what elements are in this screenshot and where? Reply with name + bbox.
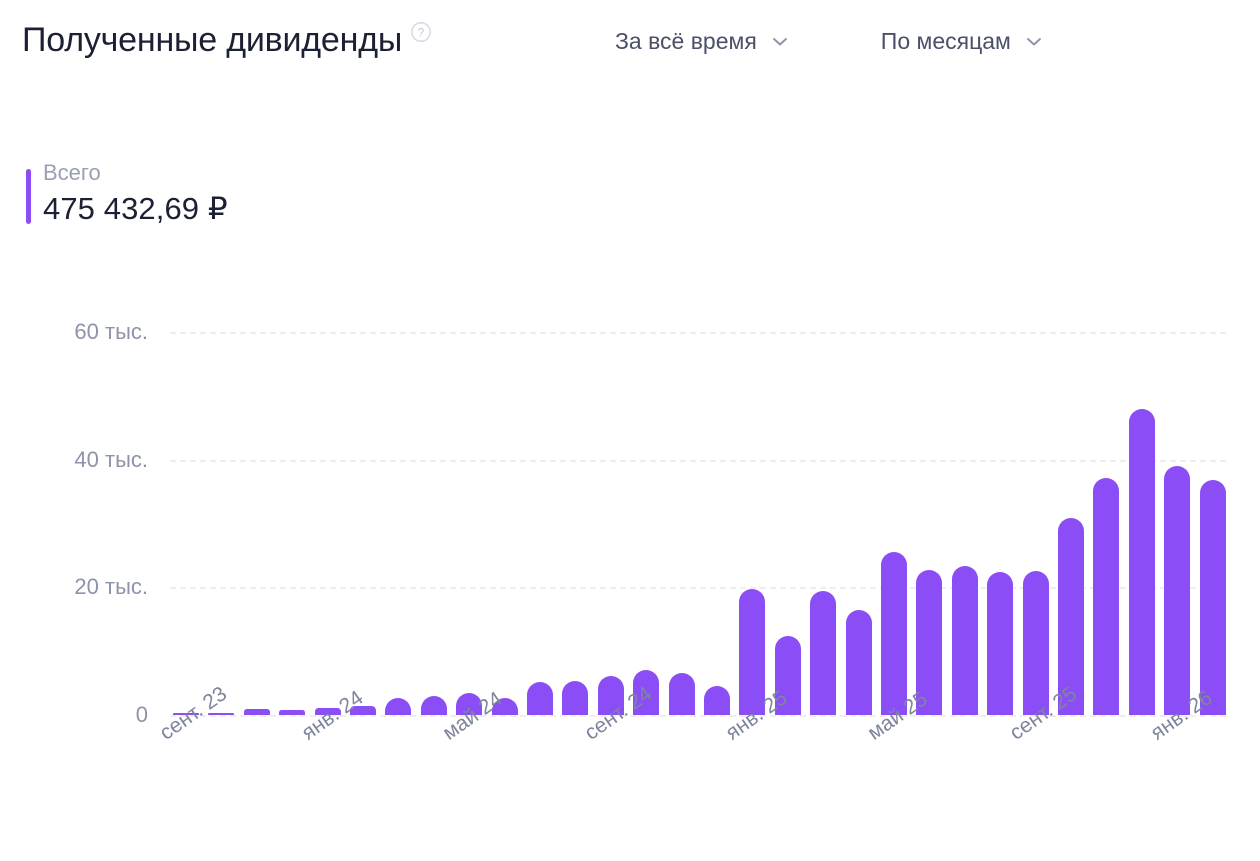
bar[interactable] [562, 680, 589, 715]
gridlines [170, 300, 1240, 730]
bar[interactable] [527, 681, 553, 715]
y-axis-tick-label: 20 тыс. [74, 574, 148, 600]
bar[interactable] [243, 709, 270, 715]
question-circle-icon[interactable]: ? [410, 21, 432, 43]
gridline [170, 331, 1226, 334]
bar-series [170, 300, 1240, 715]
bar[interactable] [208, 712, 235, 715]
series-color-marker [26, 169, 31, 224]
gridline [170, 715, 1226, 717]
bar[interactable] [987, 572, 1014, 715]
chevron-down-icon [1025, 35, 1043, 47]
widget-header: Полученные дивиденды ? За всё время По м… [0, 0, 1260, 92]
bar[interactable] [951, 566, 978, 715]
bar[interactable] [456, 693, 483, 715]
bar[interactable] [1164, 466, 1191, 715]
bar[interactable] [314, 707, 341, 715]
total-summary: Всего 475 432,69 ₽ [26, 158, 228, 230]
bar[interactable] [350, 706, 376, 715]
gridline [170, 459, 1226, 462]
total-value: 475 432,69 ₽ [43, 191, 228, 226]
bar[interactable] [1199, 480, 1226, 715]
total-texts: Всего 475 432,69 ₽ [43, 158, 228, 230]
svg-text:?: ? [418, 27, 424, 39]
chevron-down-icon [771, 35, 789, 47]
bar[interactable] [279, 709, 306, 715]
y-axis-tick-label: 0 [135, 702, 148, 727]
y-axis-tick-label: 60 тыс. [74, 318, 148, 344]
bar[interactable] [1022, 571, 1049, 715]
bar[interactable] [1128, 408, 1155, 715]
bar[interactable] [420, 695, 447, 715]
y-axis-tick-label: 40 тыс. [74, 446, 148, 472]
bar[interactable] [597, 676, 624, 715]
bar[interactable] [739, 588, 766, 715]
bar[interactable] [774, 635, 801, 715]
bar[interactable] [385, 698, 412, 715]
bar[interactable] [1093, 477, 1120, 715]
chart-plot-area: 0 20 тыс. 40 тыс. 60 тыс. сент. 23 янв. 24 ма… [0, 300, 1260, 861]
period-dropdown[interactable]: За всё время [615, 26, 789, 56]
header-controls: За всё время По месяцам [615, 26, 1043, 56]
x-axis: сент. 23 янв. 24 май 24 сент. 24 янв. 25 май … [156, 682, 1240, 861]
bar[interactable] [810, 590, 837, 715]
bar[interactable] [668, 672, 695, 715]
page-title: Полученные дивиденды [22, 21, 403, 59]
period-dropdown-label: За всё время [615, 28, 757, 54]
total-label: Всего [43, 160, 101, 185]
gridline [170, 587, 1226, 590]
grouping-dropdown[interactable]: По месяцам [881, 26, 1043, 56]
title-group: Полученные дивиденды ? [22, 18, 432, 62]
y-axis: 0 20 тыс. 40 тыс. 60 тыс. [0, 300, 170, 730]
bar[interactable] [881, 552, 907, 715]
bar[interactable] [916, 570, 943, 715]
bar[interactable] [491, 697, 518, 715]
bar[interactable] [845, 609, 872, 715]
bar[interactable] [633, 670, 660, 715]
bar[interactable] [173, 712, 199, 715]
bar[interactable] [1058, 518, 1084, 715]
grouping-dropdown-label: По месяцам [880, 28, 1011, 54]
bar[interactable] [704, 686, 730, 715]
